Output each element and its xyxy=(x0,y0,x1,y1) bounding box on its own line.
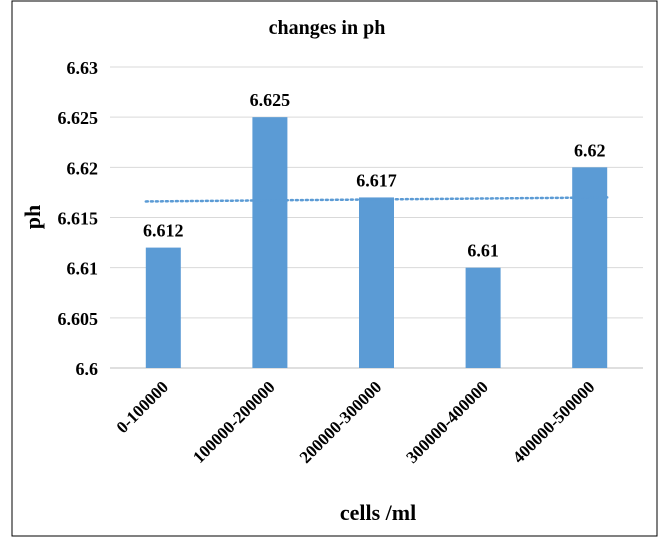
data-label: 6.612 xyxy=(143,221,184,241)
data-label: 6.617 xyxy=(356,170,397,190)
bar xyxy=(145,247,181,368)
bar xyxy=(252,117,288,369)
trendline-group xyxy=(144,196,609,203)
bar xyxy=(572,167,608,368)
bar xyxy=(465,267,501,368)
data-label: 6.61 xyxy=(467,241,499,261)
y-axis-ticks: 6.6 6.605 6.61 6.615 6.62 6.625 6.63 xyxy=(58,58,99,379)
y-tick-label: 6.61 xyxy=(67,259,99,279)
y-tick-label: 6.63 xyxy=(67,58,99,78)
data-label: 6.625 xyxy=(250,90,291,110)
y-tick-label: 6.6 xyxy=(76,359,99,379)
trendline xyxy=(144,196,609,203)
y-tick-label: 6.625 xyxy=(58,108,99,128)
y-axis-label: ph xyxy=(20,205,45,229)
bars xyxy=(145,117,608,369)
bar xyxy=(359,197,394,368)
chart-border xyxy=(11,0,658,537)
x-axis-label: cells /ml xyxy=(340,500,416,525)
y-tick-label: 6.605 xyxy=(58,309,99,329)
chart-title: changes in ph xyxy=(269,17,386,39)
y-tick-label: 6.62 xyxy=(67,158,99,178)
y-tick-label: 6.615 xyxy=(58,209,99,229)
data-label: 6.62 xyxy=(574,140,606,160)
data-labels: 6.612 6.625 6.617 6.61 6.62 xyxy=(143,90,606,261)
